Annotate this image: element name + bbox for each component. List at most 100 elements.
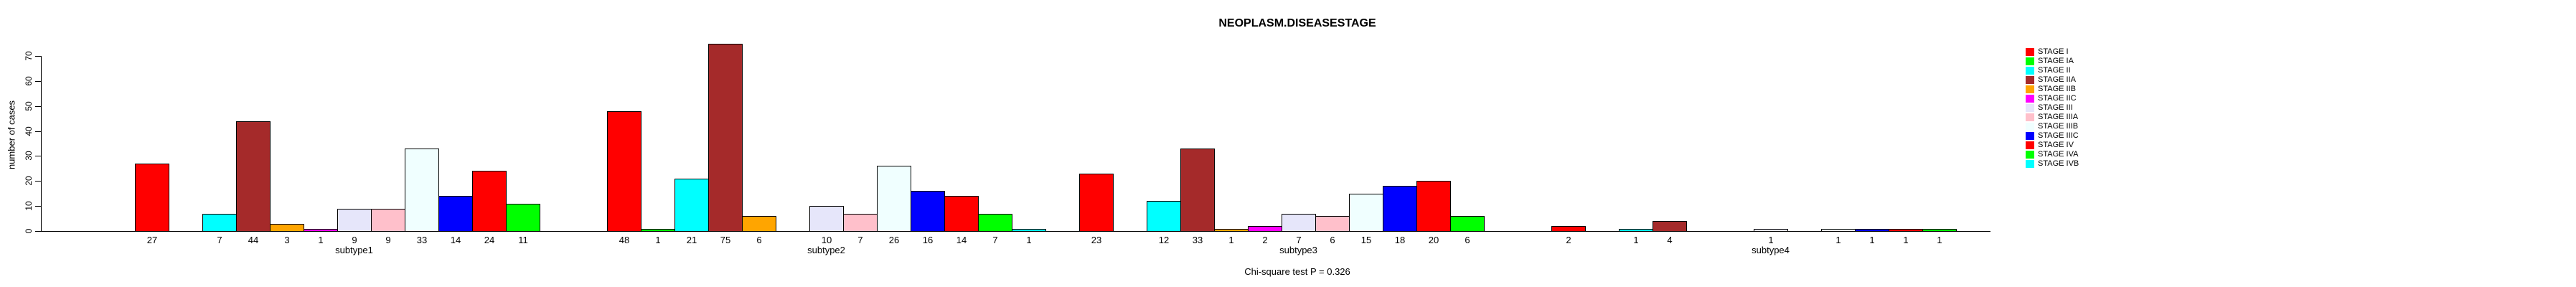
x-category-label: subtype1 — [335, 245, 373, 255]
bar-value-label: 33 — [1192, 235, 1203, 245]
bar — [202, 214, 237, 232]
bar-value-label: 7 — [857, 235, 863, 245]
y-tick-label: 40 — [24, 126, 34, 136]
bar-value-label: 1 — [1937, 235, 1942, 245]
x-category-label: subtype3 — [1279, 245, 1317, 255]
legend-swatch — [2026, 123, 2034, 131]
y-axis-label: number of cases — [6, 100, 17, 170]
legend-swatch — [2026, 85, 2034, 93]
legend-swatch — [2026, 132, 2034, 140]
bar-value-label: 14 — [956, 235, 967, 245]
bar — [472, 171, 507, 232]
bar — [1282, 214, 1316, 232]
bar — [304, 229, 338, 232]
bar — [1180, 149, 1215, 232]
bar-value-label: 2 — [1566, 235, 1571, 245]
legend-swatch — [2026, 95, 2034, 103]
y-tick-label: 30 — [24, 151, 34, 161]
y-tick-mark — [35, 56, 41, 57]
bar — [1012, 229, 1046, 232]
x-category-label: subtype2 — [807, 245, 845, 255]
legend-label: STAGE IA — [2038, 57, 2074, 65]
bar-value-label: 75 — [720, 235, 731, 245]
bar — [1315, 216, 1350, 232]
bar — [1147, 201, 1181, 232]
y-tick-label: 10 — [24, 201, 34, 211]
bar-value-label: 21 — [686, 235, 697, 245]
bar-value-label: 11 — [518, 235, 528, 245]
bar — [371, 209, 405, 232]
legend-swatch — [2026, 141, 2034, 149]
bar-value-label: 7 — [992, 235, 998, 245]
y-tick-mark — [35, 206, 41, 207]
y-tick-mark — [35, 81, 41, 82]
legend-label: STAGE IIIA — [2038, 113, 2079, 121]
y-tick-label: 60 — [24, 76, 34, 86]
bar — [236, 121, 271, 232]
bar — [877, 166, 911, 232]
bar-value-label: 48 — [619, 235, 630, 245]
bar — [607, 111, 641, 232]
bar-value-label: 6 — [1465, 235, 1470, 245]
bar — [674, 179, 709, 232]
legend-label: STAGE IIIC — [2038, 131, 2079, 140]
bar — [1248, 226, 1282, 232]
bar-value-label: 2 — [1262, 235, 1268, 245]
legend-swatch — [2026, 76, 2034, 84]
bar-value-label: 1 — [1768, 235, 1774, 245]
bar-value-label: 7 — [217, 235, 222, 245]
bar — [809, 206, 844, 232]
legend-label: STAGE IIC — [2038, 94, 2077, 103]
legend-swatch — [2026, 113, 2034, 121]
bar — [1653, 221, 1687, 232]
bar — [944, 196, 979, 232]
bar-value-label: 26 — [888, 235, 900, 245]
legend-swatch — [2026, 48, 2034, 56]
bar — [506, 204, 540, 232]
y-tick-mark — [35, 106, 41, 107]
bar-value-label: 23 — [1091, 235, 1102, 245]
bar — [708, 44, 743, 232]
bar — [135, 164, 169, 232]
bar — [1619, 229, 1653, 232]
legend-label: STAGE IV — [2038, 141, 2074, 149]
bar — [1079, 174, 1114, 232]
y-tick-label: 0 — [24, 228, 34, 234]
x-category-label: subtype4 — [1752, 245, 1790, 255]
bar-value-label: 6 — [756, 235, 762, 245]
y-tick-label: 50 — [24, 101, 34, 111]
bar — [1450, 216, 1485, 232]
bar-value-label: 12 — [1158, 235, 1170, 245]
legend-label: STAGE IVB — [2038, 159, 2079, 168]
bar — [1821, 229, 1856, 232]
bar — [1922, 229, 1957, 232]
legend-swatch — [2026, 57, 2034, 65]
bar-value-label: 1 — [1026, 235, 1032, 245]
bar-value-label: 14 — [450, 235, 461, 245]
bar-value-label: 9 — [385, 235, 391, 245]
bar-value-label: 1 — [318, 235, 324, 245]
bar-value-label: 15 — [1360, 235, 1372, 245]
bar-value-label: 4 — [1667, 235, 1673, 245]
legend-swatch — [2026, 151, 2034, 159]
bar — [742, 216, 776, 232]
bar — [641, 229, 675, 232]
chart-title: NEOPLASM.DISEASESTAGE — [1218, 17, 1376, 29]
bar — [1349, 194, 1383, 232]
chi-square-footnote: Chi-square test P = 0.326 — [1244, 266, 1350, 277]
legend-label: STAGE I — [2038, 47, 2069, 56]
bar — [1855, 229, 1889, 232]
bar — [1214, 229, 1249, 232]
bar-value-label: 1 — [1835, 235, 1841, 245]
bar — [405, 149, 439, 232]
bar — [1383, 186, 1417, 232]
bar-value-label: 44 — [248, 235, 259, 245]
bar — [843, 214, 878, 232]
legend-label: STAGE III — [2038, 103, 2073, 112]
y-tick-label: 70 — [24, 51, 34, 61]
legend-label: STAGE IVA — [2038, 150, 2079, 159]
bar — [1754, 229, 1788, 232]
bar — [270, 224, 304, 232]
bar-value-label: 1 — [1869, 235, 1875, 245]
